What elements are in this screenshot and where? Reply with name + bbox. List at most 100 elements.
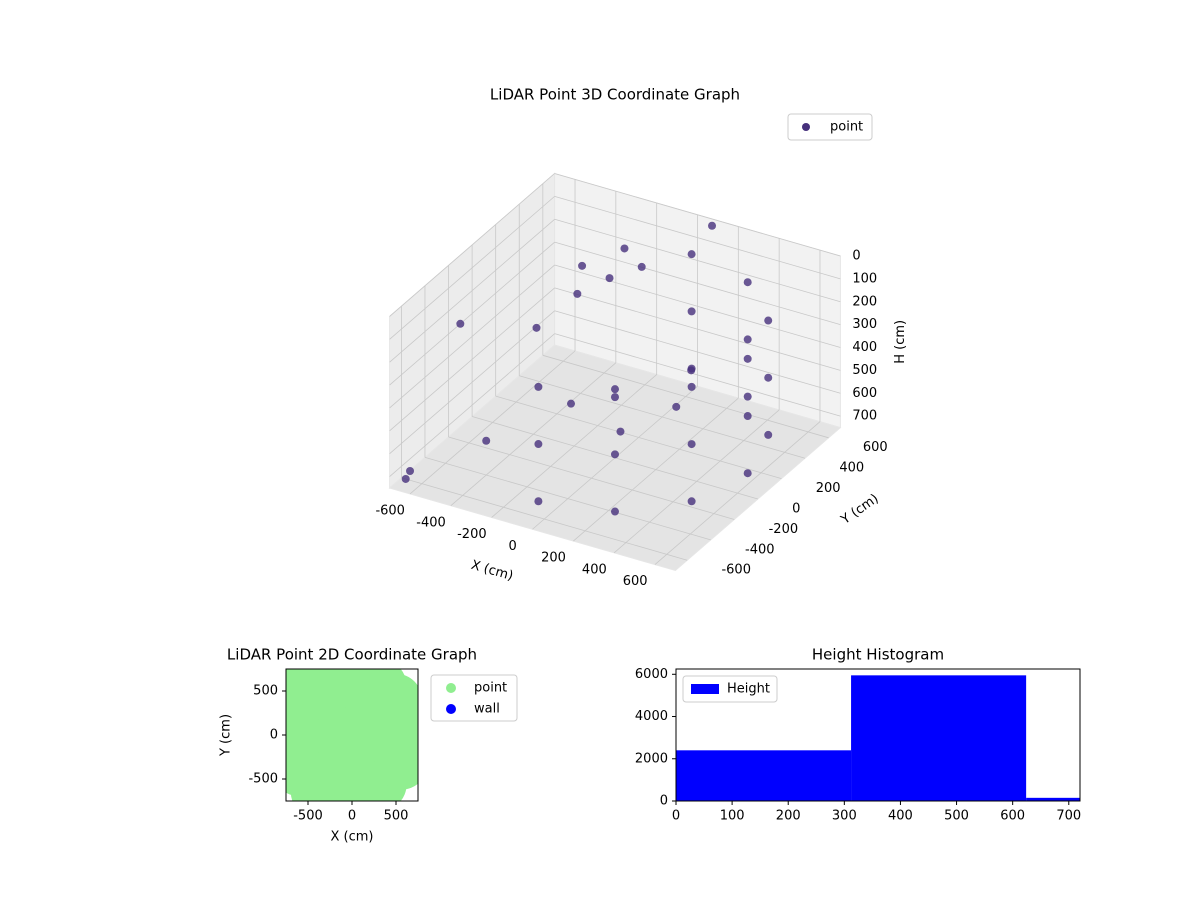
point (637, 262, 646, 271)
y-tick-label: -600 (721, 563, 751, 578)
y-tick-label: 0 (270, 728, 278, 743)
grid-line (542, 354, 829, 439)
point (370, 673, 418, 726)
y-tick-label: -400 (745, 542, 775, 557)
x-tick-label: 600 (623, 574, 648, 589)
grid-line (389, 173, 555, 317)
x-tick-label: 700 (1056, 809, 1081, 824)
point (532, 323, 541, 332)
x-tick-label: -500 (293, 809, 323, 824)
y-tick-label: 0 (792, 501, 800, 516)
y-tick-label: 600 (863, 440, 888, 455)
grid-line (495, 395, 782, 480)
histogram-bar (676, 750, 852, 801)
legend-marker (446, 704, 456, 714)
grid-line (389, 310, 555, 454)
x-axis-label: X (cm) (469, 558, 514, 584)
x-axis-label: X (cm) (331, 830, 374, 845)
grid-line (554, 196, 841, 280)
legend-label: wall (474, 702, 500, 717)
grid-line (554, 173, 841, 257)
grid-line (389, 241, 555, 386)
grid-line (554, 333, 841, 417)
y-tick-label: 4000 (635, 709, 668, 724)
legend-box (787, 113, 873, 141)
point (605, 274, 614, 283)
histogram-bar (1026, 797, 1080, 801)
point (743, 392, 752, 401)
legend-label: point (830, 120, 863, 135)
point (764, 316, 773, 325)
point (764, 430, 773, 439)
z-tick-label: 700 (852, 409, 877, 424)
point (286, 669, 330, 704)
legend-marker (446, 683, 456, 693)
grid-line (424, 456, 711, 541)
point (578, 261, 587, 270)
y-axis-label: Y (cm) (838, 491, 882, 528)
x-tick-label: 0 (672, 809, 680, 824)
point (573, 289, 582, 298)
grid-line (554, 287, 841, 371)
x-tick-label: 200 (541, 551, 566, 566)
x-tick-label: 0 (348, 809, 356, 824)
z-tick-label: 300 (852, 317, 877, 332)
histogram-bar (851, 675, 1027, 801)
legend-label: Height (727, 682, 770, 697)
axes-frame (675, 668, 1081, 802)
point (482, 436, 491, 445)
chart-title: LiDAR Point 2D Coordinate Graph (227, 646, 477, 664)
grid-line (554, 241, 841, 326)
point (616, 427, 625, 436)
point (406, 467, 415, 476)
x-tick-label: -400 (416, 515, 446, 530)
point (672, 402, 681, 411)
y-tick-label: 400 (839, 461, 864, 476)
x-tick-label: 500 (944, 809, 969, 824)
point (687, 382, 696, 391)
grid-line (389, 196, 555, 340)
y-tick-label: 2000 (635, 751, 668, 766)
point (687, 250, 696, 259)
z-tick-label: 500 (852, 363, 877, 378)
z-tick-label: 400 (852, 340, 877, 355)
x-tick-label: -600 (375, 504, 405, 519)
z-axis-label: H (cm) (893, 320, 908, 364)
point (610, 450, 619, 459)
point (687, 366, 696, 375)
point (764, 373, 773, 382)
point (456, 319, 465, 328)
z-tick-label: 100 (852, 271, 877, 286)
y-tick-label: 6000 (635, 667, 668, 682)
grid-line (389, 264, 555, 409)
point (567, 399, 576, 408)
point (743, 469, 752, 478)
z-tick-label: 0 (852, 249, 860, 264)
grid-line (554, 264, 841, 348)
grid-line (401, 477, 688, 561)
legend-marker (802, 123, 810, 131)
grid-line (448, 436, 735, 520)
chart-title: Height Histogram (812, 646, 944, 664)
x-tick-label: 200 (776, 809, 801, 824)
x-tick-label: 300 (832, 809, 857, 824)
y-tick-label: 500 (253, 684, 278, 699)
y-tick-label: 200 (816, 481, 841, 496)
y-tick-label: -200 (769, 522, 799, 537)
point (610, 393, 619, 402)
point (708, 221, 717, 230)
legend-box (682, 675, 778, 703)
grid-line (554, 310, 841, 394)
legend-label: point (474, 681, 507, 696)
grid-line (519, 375, 806, 459)
point (610, 507, 619, 516)
point (687, 440, 696, 449)
x-tick-label: 400 (888, 809, 913, 824)
point (687, 307, 696, 316)
point (611, 385, 619, 394)
grid-line (389, 218, 555, 363)
point (534, 497, 543, 506)
x-tick-label: -200 (457, 527, 487, 542)
point (687, 497, 696, 506)
